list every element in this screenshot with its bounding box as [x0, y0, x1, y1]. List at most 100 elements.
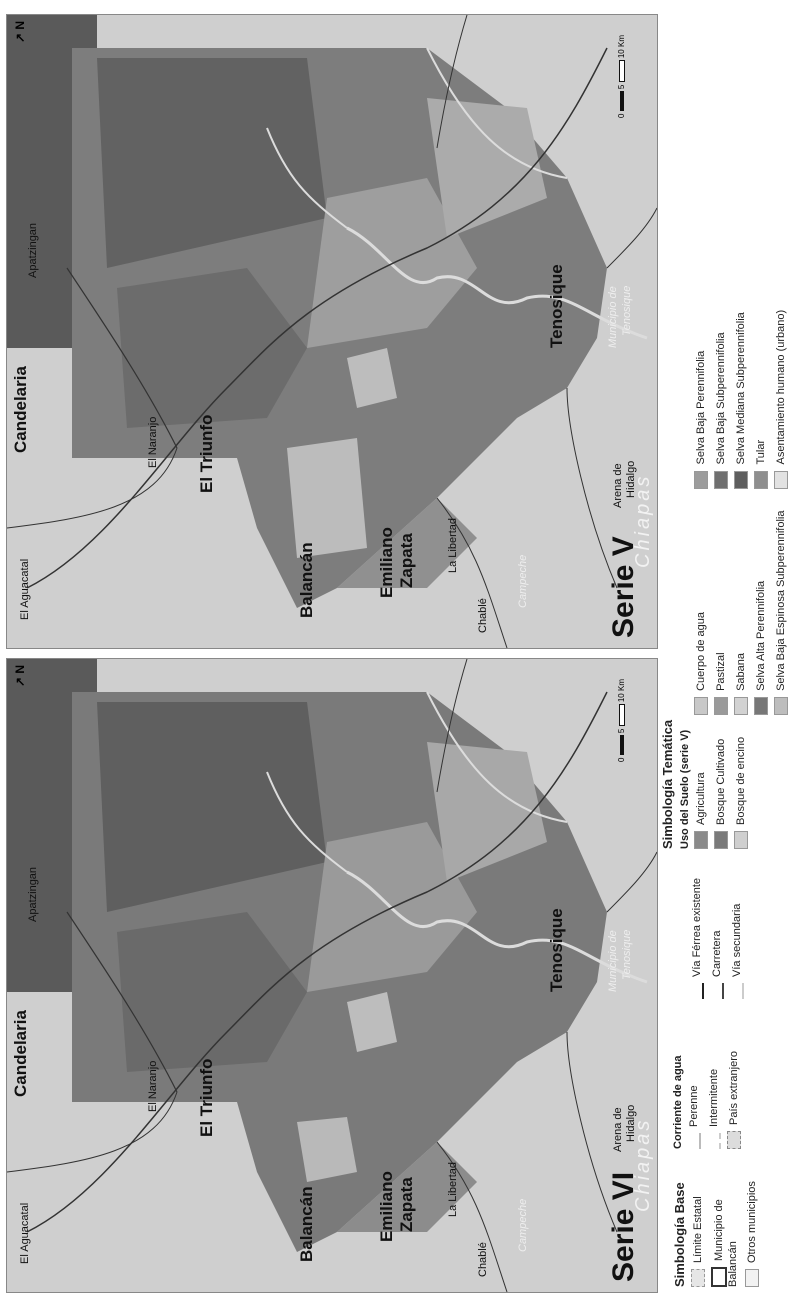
label-zapata: Zapata	[397, 533, 416, 588]
legend-label: Selva Mediana Subperennifolia	[734, 312, 747, 465]
legend-swatch	[714, 831, 728, 849]
legend-item-perenne: Perenne	[687, 1019, 701, 1149]
label-tenosique: Tenosique	[547, 908, 566, 992]
scale-bar: 0 5 10 Km	[617, 679, 626, 762]
label-el-naranjo: El Naranjo	[147, 1060, 159, 1112]
legend-base-title: Simbología Base	[672, 1182, 687, 1287]
legend-col-1: Agricultura Bosque Cultivado Bosque de enc…	[694, 737, 794, 849]
legend-label: Selva Baja Subperennifolia	[714, 332, 727, 465]
legend-vias: Vía Férrea existente Carretera Vía secun…	[690, 869, 750, 999]
legend-item-asentamiento-humano-urbano-: Asentamiento humano (urbano)	[774, 310, 788, 489]
legend-item-otros-municipios: Otros municipios	[745, 1167, 759, 1287]
map-serie-vi-graphic	[7, 659, 657, 1292]
label-el-triunfo: El Triunfo	[197, 1058, 216, 1137]
legend-swatch	[774, 696, 788, 715]
legend-item-cuerpo-de-agua: Cuerpo de agua	[694, 511, 708, 715]
legend-item-selva-baja-espinosa-subperennifolia: Selva Baja Espinosa Subperennifolia	[774, 511, 788, 715]
legend-swatch	[774, 470, 788, 489]
label-el-aguacatal: El Aguacatal	[19, 1202, 31, 1264]
legend-item-selva-alta-perennifolia: Selva Alta Perennifolia	[754, 511, 768, 715]
north-label: N	[13, 664, 27, 674]
legend-item-selva-mediana-subperennifolia: Selva Mediana Subperennifolia	[734, 310, 748, 489]
label-tenosique: Tenosique	[547, 264, 566, 348]
legend-item-municipio-balancan: Municipio de Balancán	[711, 1199, 739, 1287]
north-label: N	[13, 20, 27, 30]
legend-item-via-secundaria: Vía secundaria	[730, 869, 744, 999]
map-serie-vi: El Aguacatal Candelaria El Naranjo El Tr…	[6, 658, 658, 1293]
legend-item-via-ferrea: Vía Férrea existente	[690, 869, 704, 999]
scale-bar: 0 5 10 Km	[617, 35, 626, 118]
legend-item-selva-baja-subperennifolia: Selva Baja Subperennifolia	[714, 310, 728, 489]
legend-swatch	[734, 696, 748, 715]
label-el-aguacatal: El Aguacatal	[19, 558, 31, 620]
legend-tematica-title: Simbología Temática	[660, 719, 675, 849]
label-campeche: Campeche	[517, 554, 529, 608]
legend-label: Agricultura	[694, 772, 707, 825]
legend-item-bosque-cultivado: Bosque Cultivado	[714, 737, 728, 849]
label-apatzingan: Apatzingan	[27, 222, 39, 278]
legend-swatch	[734, 831, 748, 849]
legend-item-pastizal: Pastizal	[714, 511, 728, 715]
serie-label: Serie V	[607, 536, 640, 638]
north-arrow: ↗ N	[13, 20, 27, 43]
legend-label: Selva Baja Espinosa Subperennifolia	[774, 510, 787, 691]
legend-base: Simbología Base Límite Estatal Municipio…	[672, 1167, 765, 1287]
label-municipio-de: Municipio de	[607, 286, 619, 348]
label-zapata: Zapata	[397, 1177, 416, 1232]
legend-swatch	[714, 470, 728, 489]
scale-unit: Km	[617, 35, 626, 48]
scale-tick-5: 5	[617, 728, 626, 734]
label-la-libertad: La Libertad	[447, 517, 459, 573]
label-el-triunfo: El Triunfo	[197, 414, 216, 493]
label-tenosique-municipio: Tenosique	[621, 285, 633, 336]
legend-agua-title: Corriente de agua	[672, 1055, 684, 1149]
scale-tick-10: 10	[617, 49, 626, 59]
label-balancan: Balancán	[297, 542, 316, 618]
label-arena-de: Arena de	[612, 1107, 624, 1152]
legend-swatch	[694, 831, 708, 849]
legend-swatch	[754, 470, 768, 489]
legend-col-3: Selva Baja Perennifolia Selva Baja Subper…	[694, 310, 794, 489]
legend-item-sabana: Sabana	[734, 511, 748, 715]
legend-label: Sabana	[734, 652, 747, 691]
legend-item-intermitente: Intermitente	[707, 1019, 721, 1149]
label-emiliano: Emiliano	[377, 1171, 396, 1242]
scale-tick-10: 10	[617, 693, 626, 703]
label-municipio-de: Municipio de	[607, 930, 619, 992]
legend-tematica: Simbología Temática Uso del Suelo (serie…	[660, 9, 794, 849]
legend-item-limite-estatal: Límite Estatal	[691, 1167, 705, 1287]
label-candelaria: Candelaria	[11, 1010, 30, 1097]
legend-item-agricultura: Agricultura	[694, 737, 708, 849]
legend-item-pais-extranjero: País extranjero	[727, 1019, 741, 1149]
legend-agua: Corriente de agua Perenne Intermitente P…	[672, 1019, 747, 1149]
legend-label: Selva Baja Perennifolia	[694, 350, 707, 465]
scale-unit: Km	[617, 679, 626, 692]
serie-label: Serie VI	[607, 1171, 640, 1282]
legend-swatch	[694, 696, 708, 715]
scale-tick-0: 0	[617, 113, 626, 118]
label-el-naranjo: El Naranjo	[147, 416, 159, 468]
legend-label: Cuerpo de agua	[694, 612, 707, 691]
label-emiliano: Emiliano	[377, 527, 396, 598]
scale-tick-0: 0	[617, 757, 626, 762]
map-serie-v: El Aguacatal Candelaria El Naranjo El Tr…	[6, 14, 658, 649]
label-arena-de: Arena de	[612, 463, 624, 508]
map-serie-v-graphic	[7, 15, 657, 648]
legend-col-2: Cuerpo de agua Pastizal Sabana Selva Alta P…	[694, 511, 794, 715]
label-la-libertad: La Libertad	[447, 1161, 459, 1217]
legend-swatch	[734, 470, 748, 489]
legend-label: Tular	[754, 439, 767, 465]
scale-tick-5: 5	[617, 84, 626, 90]
legend-label: Selva Alta Perennifolia	[754, 580, 767, 691]
legend-label: Pastizal	[714, 652, 727, 691]
label-chable: Chablé	[477, 598, 489, 633]
legend-swatch	[714, 696, 728, 715]
legend-item-bosque-de-encino: Bosque de encino	[734, 737, 748, 849]
legend-swatch	[694, 470, 708, 489]
legend-swatch	[754, 696, 768, 715]
legend-tematica-subtitle: Uso del Suelo (serie V)	[679, 729, 691, 849]
north-arrow: ↗ N	[13, 664, 27, 687]
label-tenosique-municipio: Tenosique	[621, 929, 633, 980]
legend-item-carretera: Carretera	[710, 869, 724, 999]
